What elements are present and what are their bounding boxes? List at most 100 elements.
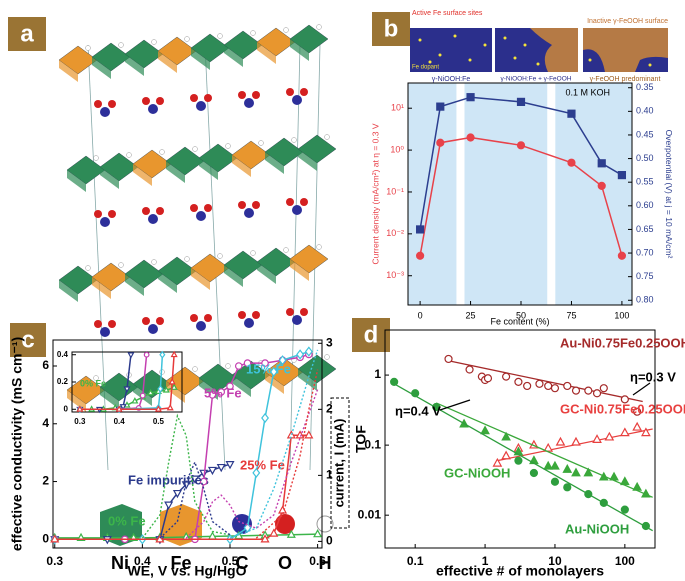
marker (444, 354, 453, 364)
o-atom (108, 210, 116, 218)
y2-tick-label: 0.35 (636, 82, 654, 92)
y2-tick-label: 0.45 (636, 129, 654, 139)
x-tick-label: 0.1 (407, 554, 424, 568)
octahedron-side (232, 155, 251, 177)
marker (155, 534, 165, 543)
marker (483, 374, 493, 383)
marker (390, 377, 399, 386)
c-atom (196, 321, 206, 331)
c-atom (244, 318, 254, 328)
marker (516, 97, 526, 106)
h-atom (85, 265, 91, 271)
panel-label-box (352, 318, 390, 352)
o-atom (108, 100, 116, 108)
marker (619, 427, 630, 437)
cell-edge (87, 44, 109, 471)
marker (523, 381, 532, 391)
marker (619, 476, 630, 486)
panel-label: a (20, 20, 34, 47)
series-line (141, 413, 231, 539)
o-atom (142, 317, 150, 325)
h-atom (316, 244, 322, 250)
marker (641, 488, 651, 498)
y-axis-label: effective conductivity (mS cm⁻¹) (9, 337, 25, 551)
octahedron-side (133, 164, 152, 186)
series-label: 5% Fe (204, 385, 242, 400)
marker (164, 501, 174, 510)
octahedron-side (67, 170, 86, 192)
h-atom (217, 253, 223, 259)
ni-icon (100, 504, 142, 546)
fe-dots (418, 34, 652, 67)
o-atom (94, 320, 102, 328)
octahedron-side (92, 57, 111, 79)
marker (286, 529, 296, 538)
marker (563, 381, 572, 391)
shaded-region (555, 83, 632, 305)
o-atom (156, 207, 164, 215)
marker (641, 427, 651, 437)
o-atom (94, 210, 102, 218)
marker (465, 365, 474, 374)
y2-axis-label: Overpotential (V) at j = 10 mA/cm² (664, 130, 674, 259)
marker (597, 181, 606, 190)
marker (584, 386, 593, 395)
marker (159, 350, 166, 359)
h-atom (93, 375, 99, 381)
panel-label: d (364, 321, 379, 348)
marker (567, 109, 576, 118)
y-tick-label: 2 (42, 474, 49, 488)
c-atom (100, 217, 110, 227)
y2-tick-label: 1 (326, 468, 333, 482)
o-atom (204, 94, 212, 102)
series-label: Au-Ni0.75Fe0.25OOH (560, 335, 685, 350)
marker (550, 477, 560, 486)
marker (514, 456, 523, 465)
marker (550, 460, 560, 470)
octahedron-side (158, 51, 177, 73)
o-atom (300, 308, 308, 316)
o-atom (94, 100, 102, 108)
marker (436, 138, 445, 147)
marker (555, 436, 566, 446)
y-tick-label: 4 (42, 416, 49, 430)
marker (592, 434, 602, 443)
x-tick-label: 100 (614, 310, 629, 320)
h-atom (118, 262, 124, 268)
y2-tick-label: 0.50 (636, 153, 654, 163)
marker (492, 457, 503, 467)
y-tick-label: 10¹ (391, 103, 404, 113)
annotation-arrow (439, 399, 471, 411)
marker (592, 389, 602, 398)
marker (304, 346, 313, 357)
h-atom (324, 134, 330, 140)
octahedron-side (191, 268, 210, 290)
annotation: 0.1 M KOH (565, 87, 610, 97)
marker (168, 377, 176, 385)
h-atom (217, 33, 223, 39)
c-atom (244, 208, 254, 218)
o-atom (190, 204, 198, 212)
marker (216, 463, 226, 473)
marker (563, 483, 572, 492)
o-atom (238, 311, 246, 319)
marker (162, 386, 170, 393)
c-atom (148, 214, 158, 224)
c-atom (292, 315, 302, 325)
shaded-region (464, 83, 548, 305)
o-atom (252, 201, 260, 209)
octahedron-side (290, 259, 309, 281)
marker (157, 384, 164, 393)
marker (550, 384, 560, 393)
marker (604, 431, 615, 441)
marker (501, 450, 511, 460)
marker (217, 388, 226, 396)
schematic-text: Inactive γ-FeOOH surface (587, 18, 668, 25)
marker (199, 469, 209, 478)
x-tick-label: 1 (482, 554, 489, 568)
fit-line (435, 402, 653, 498)
x-tick-label: 25 (466, 310, 476, 320)
marker (562, 463, 573, 473)
octahedron-side (125, 274, 144, 296)
o-atom (286, 88, 294, 96)
